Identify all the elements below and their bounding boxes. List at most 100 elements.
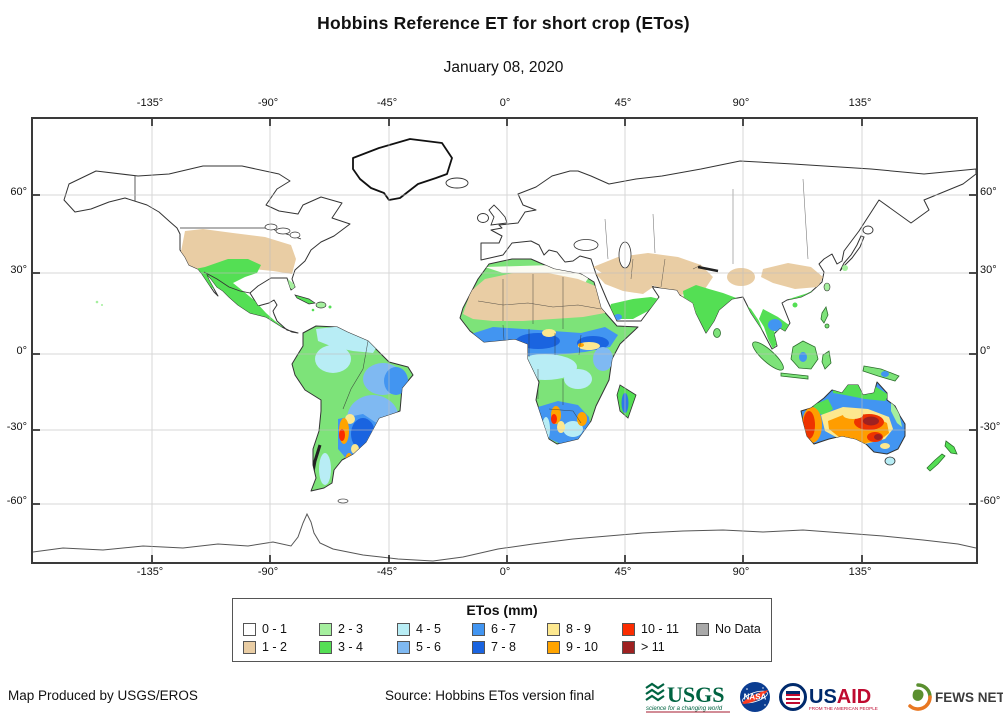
- legend-item: 4 - 5: [397, 620, 472, 638]
- legend-item: > 11: [622, 638, 696, 656]
- north-america: [63, 165, 351, 334]
- legend-item: 1 - 2: [243, 638, 319, 656]
- lon-label-top: 90°: [732, 97, 750, 109]
- lon-label-bottom: 45°: [614, 566, 632, 578]
- lat-label-right: 0°: [980, 345, 991, 357]
- legend-item: No Data: [696, 620, 771, 638]
- legend-swatch: [319, 640, 332, 654]
- map-frame: [31, 117, 978, 564]
- lon-label-top: -90°: [257, 97, 279, 109]
- legend-swatch: [397, 640, 410, 654]
- legend-label: 5 - 6: [416, 640, 442, 654]
- legend-item: 2 - 3: [319, 620, 397, 638]
- falklands: [337, 498, 349, 504]
- japan: [839, 235, 865, 272]
- fewsnet-logo-icon: FEWS NET: [908, 683, 1003, 711]
- svg-text:FEWS NET: FEWS NET: [935, 690, 1003, 705]
- ireland: [477, 213, 489, 223]
- baltic-sea: [540, 197, 558, 209]
- legend-item: 6 - 7: [472, 620, 547, 638]
- world-map-svg: [33, 119, 976, 562]
- legend-title: ETos (mm): [466, 602, 538, 618]
- lon-label-bottom: 0°: [499, 566, 511, 578]
- new-guinea: [862, 365, 900, 382]
- lon-label-bottom: 135°: [848, 566, 872, 578]
- greenland: [352, 138, 469, 201]
- legend-swatch: [319, 622, 332, 636]
- eurasia: [477, 160, 976, 350]
- lat-label-right: -60°: [980, 495, 1001, 507]
- lon-label-bottom: -45°: [376, 566, 398, 578]
- lon-label-top: -45°: [376, 97, 398, 109]
- legend-label: 1 - 2: [262, 640, 288, 654]
- svg-text:USGS: USGS: [667, 682, 724, 707]
- legend-swatch: [547, 640, 560, 654]
- hainan: [792, 302, 798, 308]
- antarctica-coast: [33, 512, 976, 562]
- legend-item: 9 - 10: [547, 638, 622, 656]
- lon-label-bottom: -135°: [136, 566, 164, 578]
- produced-by-text: Map Produced by USGS/EROS: [8, 688, 198, 703]
- lat-label-left: -60°: [6, 495, 27, 507]
- graticule: [33, 119, 976, 562]
- svg-text:NASA: NASA: [744, 693, 767, 702]
- lon-label-top: -135°: [136, 97, 164, 109]
- legend-swatch: [472, 640, 485, 654]
- legend-swatch: [622, 640, 635, 654]
- legend-swatch: [243, 640, 256, 654]
- cuba: [294, 294, 316, 305]
- lon-label-bottom: 90°: [732, 566, 750, 578]
- legend-label: > 11: [641, 640, 665, 654]
- usaid-logo-icon: USAID FROM THE AMERICAN PEOPLE: [779, 683, 878, 711]
- legend-label: 9 - 10: [566, 640, 598, 654]
- lon-label-top: 135°: [848, 97, 872, 109]
- legend-item: 8 - 9: [547, 620, 622, 638]
- australia: [800, 381, 958, 472]
- legend-label: 10 - 11: [641, 622, 679, 636]
- svg-text:USAID: USAID: [809, 686, 871, 708]
- iceland: [445, 177, 469, 189]
- legend-swatch: [622, 622, 635, 636]
- lat-label-right: 60°: [980, 186, 997, 198]
- philippines: [820, 306, 829, 324]
- page-title: Hobbins Reference ET for short crop (ETo…: [317, 13, 690, 33]
- black-sea: [573, 239, 599, 251]
- lon-label-bottom: -90°: [257, 566, 279, 578]
- legend-label: 7 - 8: [491, 640, 517, 654]
- legend-item: 3 - 4: [319, 638, 397, 656]
- lat-label-right: 30°: [980, 264, 997, 276]
- legend-item: 7 - 8: [472, 638, 547, 656]
- usgs-logo-icon: USGS science for a changing world: [645, 682, 730, 713]
- legend-label: 6 - 7: [491, 622, 517, 636]
- legend-label: 3 - 4: [338, 640, 364, 654]
- legend-label: 2 - 3: [338, 622, 364, 636]
- legend-item: 0 - 1: [243, 620, 319, 638]
- svg-text:FROM THE AMERICAN PEOPLE: FROM THE AMERICAN PEOPLE: [809, 706, 878, 711]
- lat-label-right: -30°: [980, 421, 1001, 433]
- source-text: Source: Hobbins ETos version final: [385, 688, 595, 703]
- lat-label-left: 0°: [16, 345, 27, 357]
- sri-lanka: [713, 328, 721, 338]
- map-date: January 08, 2020: [443, 59, 564, 76]
- legend-swatch: [547, 622, 560, 636]
- legend-label: 8 - 9: [566, 622, 592, 636]
- footer-logos: USGS science for a changing world NASA U…: [644, 678, 1003, 716]
- nasa-logo-icon: NASA: [740, 682, 770, 712]
- new-zealand: [926, 440, 958, 472]
- axis-ticks: [33, 119, 976, 562]
- usgs-wave-icon: [645, 682, 665, 702]
- legend-item: 5 - 6: [397, 638, 472, 656]
- lon-label-top: 45°: [614, 97, 632, 109]
- lat-label-left: 60°: [10, 186, 27, 198]
- lat-label-left: -30°: [6, 421, 27, 433]
- legend-swatch: [397, 622, 410, 636]
- legend-swatch: [243, 622, 256, 636]
- legend-swatch: [472, 622, 485, 636]
- legend-label: 4 - 5: [416, 622, 442, 636]
- legend-item: 10 - 11: [622, 620, 696, 638]
- java: [780, 372, 809, 380]
- legend: ETos (mm) 0 - 1 1 - 2 2 - 3 3 - 4 4 - 5 …: [232, 598, 772, 662]
- sumatra: [752, 341, 784, 371]
- lon-label-top: 0°: [499, 97, 511, 109]
